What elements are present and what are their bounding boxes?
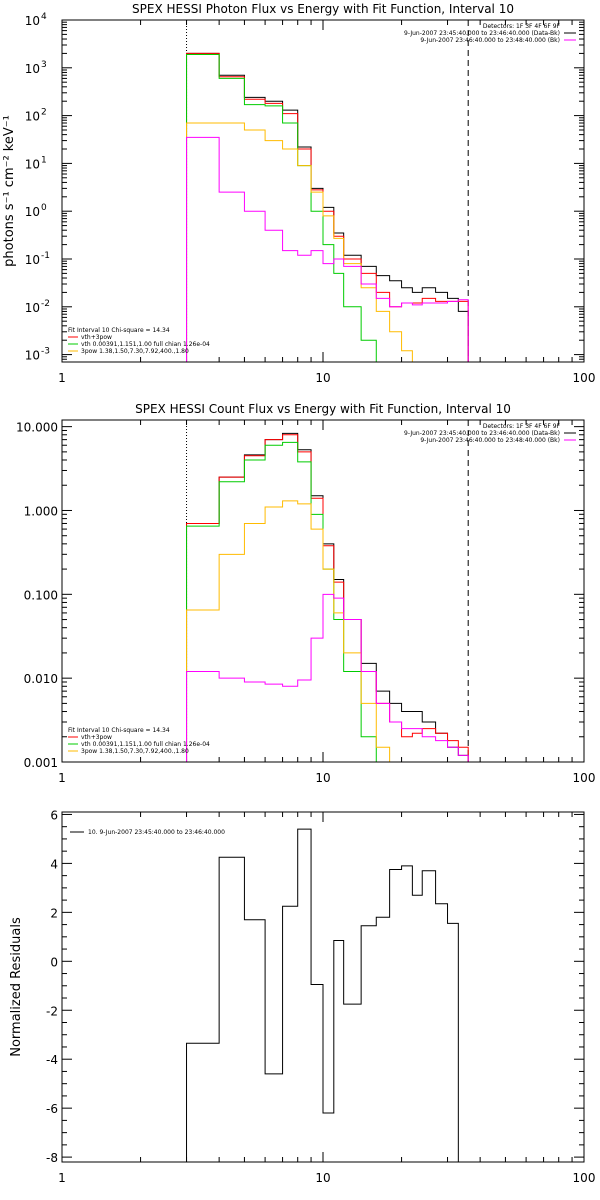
x-tick-label: 10	[315, 1171, 330, 1185]
y-axis-label: photons s⁻¹ cm⁻² keV⁻¹	[2, 115, 17, 267]
series-line-4	[186, 500, 402, 762]
fit-legend-text: 3pow 1.38,1.50,7.30,7.92,400.,1.80	[81, 348, 189, 355]
fit-legend-text: vth 0.00391,1.151,1.00 full chian 1.26e-…	[81, 741, 210, 748]
series-line-3	[186, 441, 390, 762]
y-tick-label: 6	[50, 808, 58, 822]
y-tick-label: -8	[46, 1151, 58, 1165]
top-legend-text: Detectors: 1F 3F 4F 6F 9F	[483, 23, 561, 30]
series-line-5	[186, 136, 469, 362]
series-line-3	[186, 53, 390, 362]
y-tick-exponent: 1	[41, 155, 47, 165]
y-tick-base: 10	[25, 110, 40, 124]
y-tick-base: 10	[25, 62, 40, 76]
x-tick-label: 100	[573, 771, 596, 785]
panel-2: SPEX HESSI Count Flux vs Energy with Fit…	[16, 402, 595, 785]
y-ticks	[62, 426, 584, 763]
fit-legend-header: Fit Interval 10 Chi-square = 14.34	[68, 327, 170, 334]
y-tick-label: 4	[50, 857, 58, 871]
x-tick-label: 1	[58, 371, 66, 385]
y-tick-exponent: 4	[41, 12, 47, 22]
series-line-1	[186, 52, 469, 362]
plot-frame	[61, 19, 585, 363]
fit-legend-text: 3pow 1.38,1.50,7.30,7.92,400.,1.80	[81, 748, 189, 755]
series-line-1	[186, 828, 469, 1162]
y-tick-label: 10.000	[16, 421, 58, 435]
x-ticks	[61, 420, 573, 762]
top-legend-text: 9-Jun-2007 23:46:40.000 to 23:48:40.000 …	[420, 437, 560, 444]
x-ticks	[61, 20, 573, 362]
y-ticks	[62, 19, 584, 363]
top-legend-text: Detectors: 1F 3F 4F 6F 9F	[483, 423, 561, 430]
top-legend-text: 9-Jun-2007 23:45:40.000 to 23:46:40.000 …	[404, 430, 560, 437]
x-tick-label: 100	[573, 1171, 596, 1185]
y-tick-label: 1.000	[24, 504, 58, 518]
chart-title: SPEX HESSI Photon Flux vs Energy with Fi…	[132, 2, 514, 16]
x-tick-label: 1	[58, 771, 66, 785]
series-line-5	[186, 593, 469, 762]
x-tick-label: 100	[573, 371, 596, 385]
y-tick-label: 2	[50, 906, 58, 920]
y-tick-label: -6	[46, 1102, 58, 1116]
series-line-2	[186, 52, 469, 362]
y-tick-exponent: -2	[41, 299, 50, 309]
x-tick-label: 1	[58, 1171, 66, 1185]
y-tick-label: 10	[25, 253, 40, 267]
y-tick-exponent: -3	[41, 347, 50, 357]
y-tick-exponent: 2	[41, 108, 47, 118]
y-tick-base: 10	[25, 157, 40, 171]
y-tick-label: 10	[25, 301, 40, 315]
x-tick-label: 10	[315, 771, 330, 785]
y-tick-label: -4	[46, 1053, 58, 1067]
y-tick-label: 10	[25, 205, 40, 219]
top-legend-text: 9-Jun-2007 23:45:40.000 to 23:46:40.000 …	[404, 30, 560, 37]
y-tick-label: 10	[25, 157, 40, 171]
series-line-4	[186, 122, 413, 362]
y-ticks	[62, 813, 584, 1158]
y-tick-exponent: -1	[41, 251, 50, 261]
y-tick-label: 10	[25, 62, 40, 76]
series-group	[186, 432, 469, 762]
x-tick-label: 10	[315, 371, 330, 385]
x-ticks	[61, 812, 573, 1162]
panel-1: SPEX HESSI Photon Flux vs Energy with Fi…	[2, 2, 595, 385]
y-tick-base: 10	[25, 349, 40, 363]
y-tick-label: 0	[50, 955, 58, 969]
fit-legend-text: vth 0.00391,1.151,1.00 full chian 1.26e-…	[81, 341, 210, 348]
y-tick-label: 0.100	[24, 588, 58, 602]
y-tick-label: 0.001	[24, 756, 58, 770]
y-axis-label: Normalized Residuals	[9, 917, 24, 1057]
y-tick-base: 10	[25, 14, 40, 28]
fit-legend-text: vth+3pow	[81, 334, 112, 341]
series-line-2	[186, 434, 469, 762]
panel-3: 1 10 100 -8 -6 -4 -2 0 2 4 6 Normalized Residuals 10…	[9, 808, 595, 1185]
plot-frame	[61, 811, 585, 1163]
y-tick-label: -2	[46, 1004, 58, 1018]
y-tick-exponent: 3	[41, 60, 47, 70]
y-tick-exponent: 0	[41, 203, 47, 213]
y-tick-label: 0.010	[24, 672, 58, 686]
y-tick-label: 10	[25, 349, 40, 363]
y-tick-base: 10	[25, 253, 40, 267]
fit-legend-text: vth+3pow	[81, 734, 112, 741]
y-tick-base: 10	[25, 301, 40, 315]
y-tick-base: 10	[25, 205, 40, 219]
fit-legend-header: Fit Interval 10 Chi-square = 14.34	[68, 727, 170, 734]
chart-title: SPEX HESSI Count Flux vs Energy with Fit…	[135, 402, 511, 416]
y-tick-label: 10	[25, 110, 40, 124]
series-group	[186, 52, 469, 362]
series-line-1	[186, 432, 469, 762]
series-group	[186, 828, 469, 1162]
plot-frame	[61, 419, 585, 763]
y-tick-label: 10	[25, 14, 40, 28]
legend-text: 10. 9-Jun-2007 23:45:40.000 to 23:46:40.…	[88, 829, 225, 836]
top-legend-text: 9-Jun-2007 23:46:40.000 to 23:48:40.000 …	[420, 37, 560, 44]
